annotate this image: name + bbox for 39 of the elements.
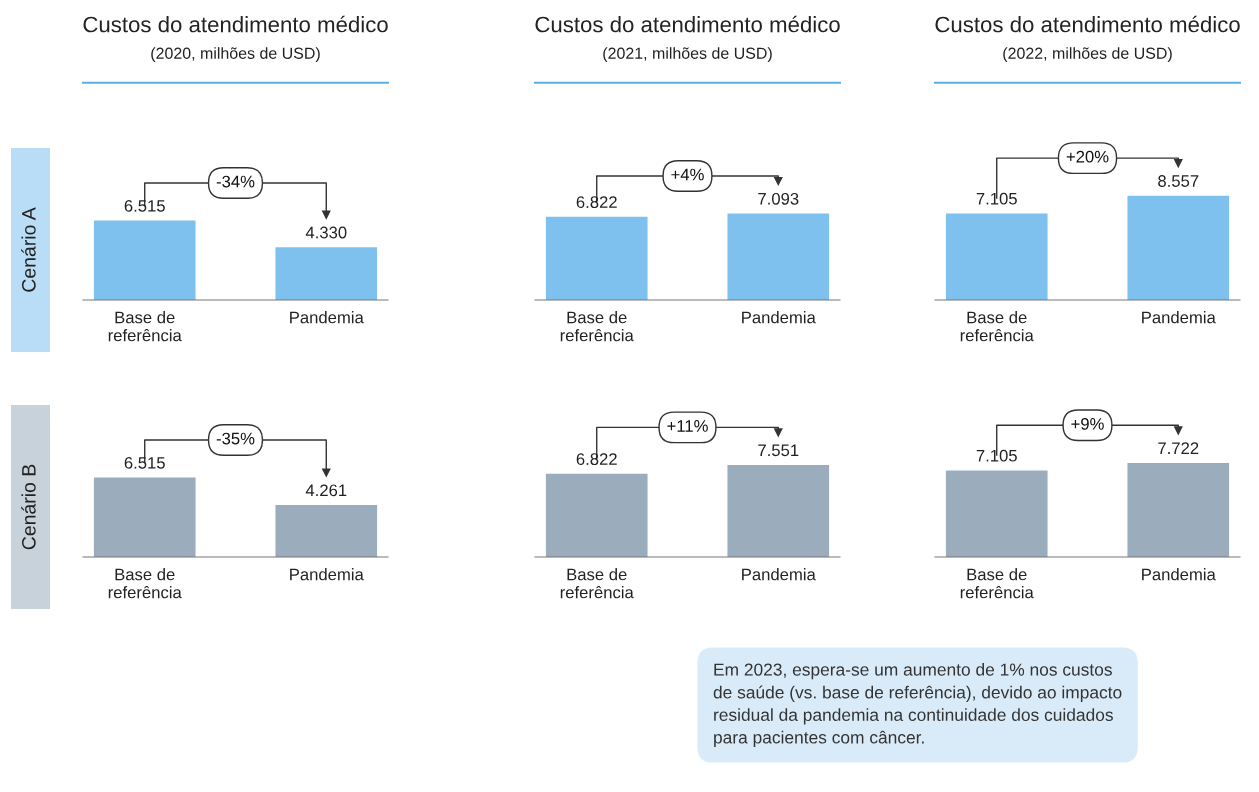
data-label: 7.105 [976, 192, 1017, 205]
text: +9% [1071, 417, 1104, 430]
text: +20% [1066, 150, 1109, 163]
x-tick-label: Base de referência [960, 311, 1034, 342]
chart-subtitle: (2021, milhões de USD) [603, 47, 772, 63]
data-label: 7.551 [758, 444, 799, 457]
data-label: 8.557 [1158, 175, 1199, 187]
x-tick-label: Base de referência [960, 568, 1034, 599]
x-tick-label: Pandemia [1142, 568, 1216, 581]
text: +11% [667, 420, 708, 432]
data-label: 4.330 [305, 226, 347, 239]
data-label: 7.105 [976, 449, 1017, 462]
x-tick-label: Pandemia [742, 311, 816, 324]
data-label: 6.822 [576, 196, 617, 209]
text: -35% [216, 432, 255, 445]
y-axis-title: Cenário B [21, 464, 36, 550]
x-tick-label: Pandemia [1142, 311, 1216, 324]
x-tick-label: Pandemia [290, 568, 364, 581]
x-tick-label: Base de referência [560, 568, 634, 599]
chart-title: Custos do atendimento médico [535, 15, 840, 33]
text: Em 2023, espera-se um aumento de 1% nos custos de saúde (vs. base de referência), devido ao impacto residual da pandemia na continuidade dos cuidados para pacientes com câncer. [713, 663, 1122, 747]
data-label: 4.261 [305, 484, 347, 497]
data-label: 6.515 [124, 456, 165, 469]
data-label: 7.722 [1158, 442, 1199, 454]
chart-title: Custos do atendimento médico [935, 15, 1240, 33]
x-tick-label: Base de referência [108, 568, 182, 599]
data-label: 6.515 [124, 199, 165, 212]
y-axis-title: Cenário A [21, 207, 36, 292]
x-tick-label: Base de referência [108, 311, 182, 342]
x-tick-label: Base de referência [560, 311, 634, 342]
text: +4% [671, 168, 704, 181]
text: -34% [216, 175, 255, 188]
x-tick-label: Pandemia [742, 568, 816, 581]
data-label: 6.822 [576, 453, 617, 466]
x-tick-label: Pandemia [290, 311, 364, 324]
data-label: 7.093 [758, 192, 799, 205]
chart-subtitle: (2022, milhões de USD) [1003, 47, 1172, 63]
chart-subtitle: (2020, milhões de USD) [151, 47, 320, 63]
chart-title: Custos do atendimento médico [83, 15, 388, 33]
